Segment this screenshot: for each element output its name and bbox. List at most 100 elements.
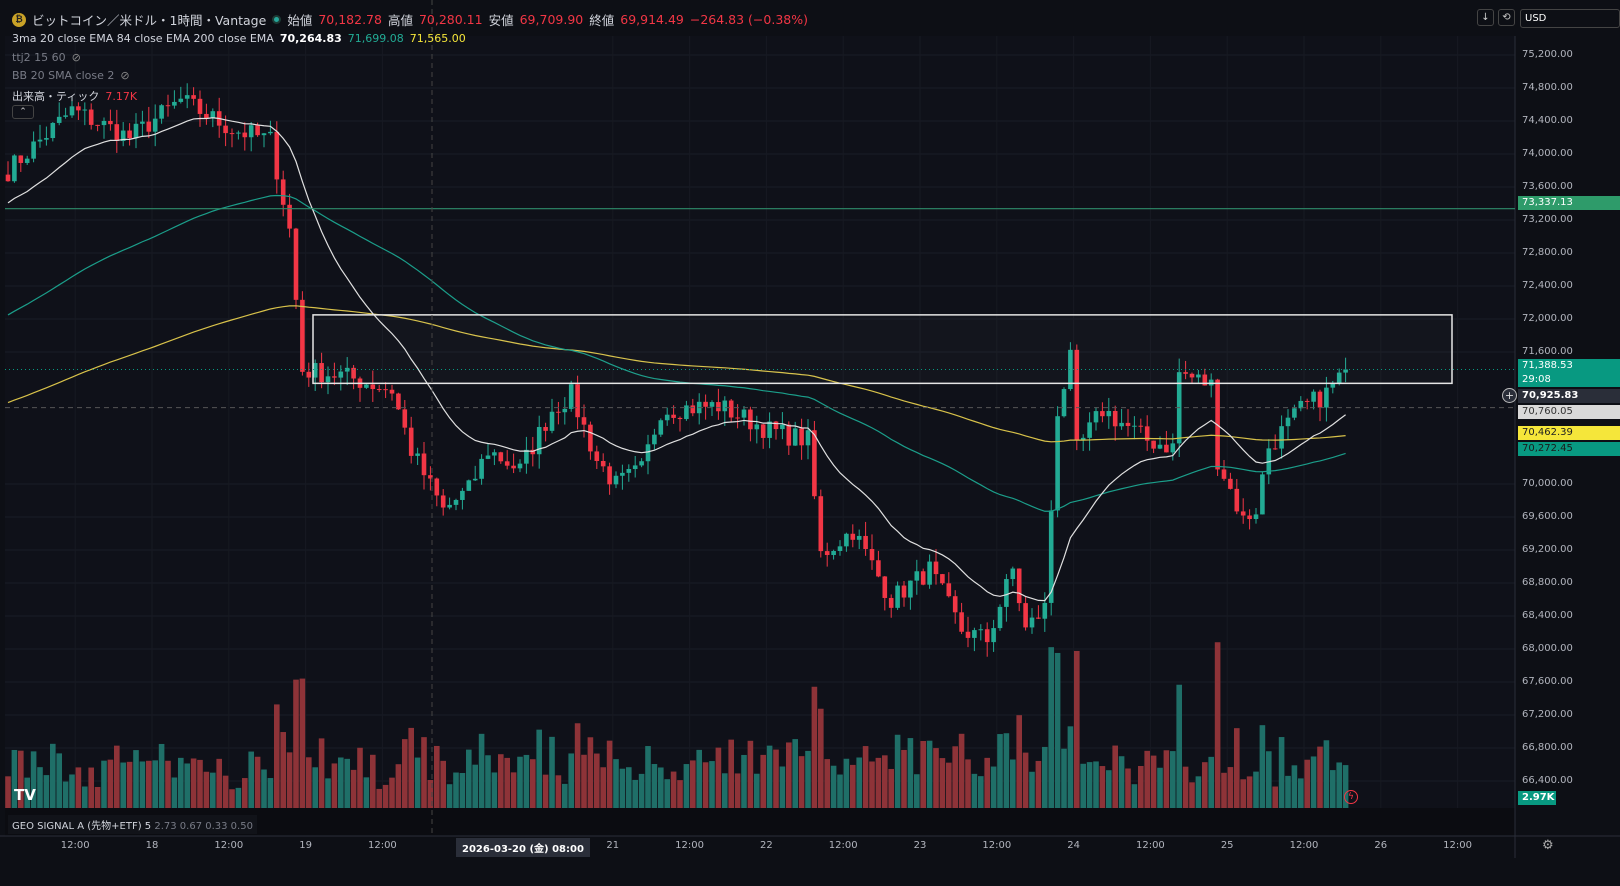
candle	[434, 478, 440, 496]
volume-bar	[242, 778, 248, 808]
candle	[588, 424, 593, 452]
volume-bar	[645, 746, 651, 808]
volume-bar	[133, 750, 139, 808]
volume-bar	[274, 704, 280, 808]
candle	[741, 409, 747, 418]
candle	[818, 496, 824, 552]
volume-bar	[555, 775, 562, 808]
symbol-title[interactable]: ビットコイン／米ドル・1時間・Vantage	[32, 13, 267, 28]
volume-bar	[216, 758, 222, 808]
volume-bar	[107, 759, 114, 808]
volume-bar	[1093, 761, 1099, 808]
volume-bar	[1195, 776, 1202, 808]
time-tick: 24	[1067, 840, 1080, 851]
volume-bar	[606, 740, 613, 808]
volume-bar	[741, 754, 747, 808]
candle	[780, 424, 785, 430]
price-tick: 72,400.00	[1522, 280, 1573, 291]
time-tick: 12:00	[828, 840, 858, 851]
candle	[748, 409, 753, 430]
candle	[479, 458, 484, 479]
candle	[824, 551, 830, 556]
candle	[684, 405, 689, 420]
volume-bar	[485, 755, 491, 808]
ema-legend[interactable]: 3ma 20 close EMA 84 close EMA 200 close …	[12, 32, 466, 45]
candle	[799, 428, 804, 446]
volume-legend[interactable]: 出来高・ティック 7.17K	[12, 89, 138, 104]
volume-bar	[101, 760, 107, 808]
candle	[658, 420, 664, 435]
time-tick: 22	[760, 840, 773, 851]
volume-bar	[344, 758, 350, 808]
volume-bar	[728, 739, 734, 808]
scroll-down-button[interactable]: ↓	[1477, 9, 1494, 26]
candle	[204, 113, 209, 119]
candle	[88, 109, 94, 125]
candle	[1138, 425, 1144, 427]
settings-gear-icon[interactable]: ⚙	[1542, 838, 1554, 853]
volume-bar	[210, 772, 216, 808]
candle	[792, 428, 798, 446]
geo-signal-legend[interactable]: GEO SIGNAL A (先物+ETF) 5 2.73 0.67 0.33 0…	[8, 815, 257, 834]
candle	[620, 472, 625, 476]
volume-bar	[626, 767, 632, 808]
candle	[920, 571, 926, 585]
volume-bar	[882, 755, 888, 808]
volume-bar	[933, 748, 939, 808]
volume-bar	[427, 779, 434, 808]
volume-bar	[946, 762, 952, 808]
volume-bar	[1259, 725, 1266, 808]
volume-bar	[792, 739, 798, 808]
volume-bar	[1330, 770, 1336, 808]
volume-bar	[280, 732, 286, 808]
candle	[24, 158, 30, 163]
candle	[863, 535, 868, 549]
candle	[344, 367, 350, 372]
volume-bar	[254, 756, 261, 808]
volume-bar	[1099, 766, 1106, 808]
hidden-eye-icon[interactable]: ⊘	[120, 69, 130, 82]
ema20-line	[7, 117, 1346, 602]
range-box	[312, 314, 1453, 385]
candle	[31, 141, 36, 159]
sync-button[interactable]: ⟲	[1498, 9, 1515, 26]
candle	[773, 421, 779, 430]
candle	[50, 122, 56, 139]
flash-icon[interactable]: ϟ	[1344, 790, 1358, 804]
volume-bar	[261, 769, 267, 808]
time-tick: 12:00	[1443, 840, 1473, 851]
ema200-line	[7, 305, 1346, 443]
volume-bar	[1278, 737, 1285, 808]
volume-bar	[1317, 746, 1323, 808]
candle	[1151, 440, 1156, 449]
volume-bar	[587, 737, 594, 808]
volume-bar	[581, 754, 587, 808]
candle	[1100, 411, 1105, 417]
volume-bar	[1048, 647, 1054, 808]
candle	[5, 174, 11, 182]
candle	[76, 106, 81, 111]
candle	[504, 461, 510, 466]
collapse-legend-button[interactable]: ⌃	[12, 105, 34, 119]
candle	[12, 155, 17, 182]
candle	[524, 449, 529, 464]
volume-bar	[1266, 751, 1272, 808]
ema84-line	[7, 194, 1346, 512]
volume-bar	[766, 745, 773, 808]
hidden-eye-icon[interactable]: ⊘	[71, 51, 81, 64]
tradingview-logo[interactable]: TV	[14, 786, 36, 804]
bb-legend[interactable]: BB 20 SMA close 2 ⊘	[12, 69, 130, 82]
candle	[1004, 579, 1009, 607]
candle	[581, 417, 587, 425]
candle	[1189, 373, 1195, 378]
candle	[1247, 515, 1252, 520]
ttj-legend[interactable]: ttj2 15 60 ⊘	[12, 51, 81, 64]
currency-select[interactable]: USD	[1520, 9, 1620, 28]
candle	[197, 98, 203, 114]
add-alert-button[interactable]: +	[1502, 388, 1517, 403]
volume-bar	[1010, 759, 1016, 808]
volume-bar	[830, 765, 837, 808]
candle	[415, 453, 420, 456]
candle	[1125, 422, 1131, 426]
